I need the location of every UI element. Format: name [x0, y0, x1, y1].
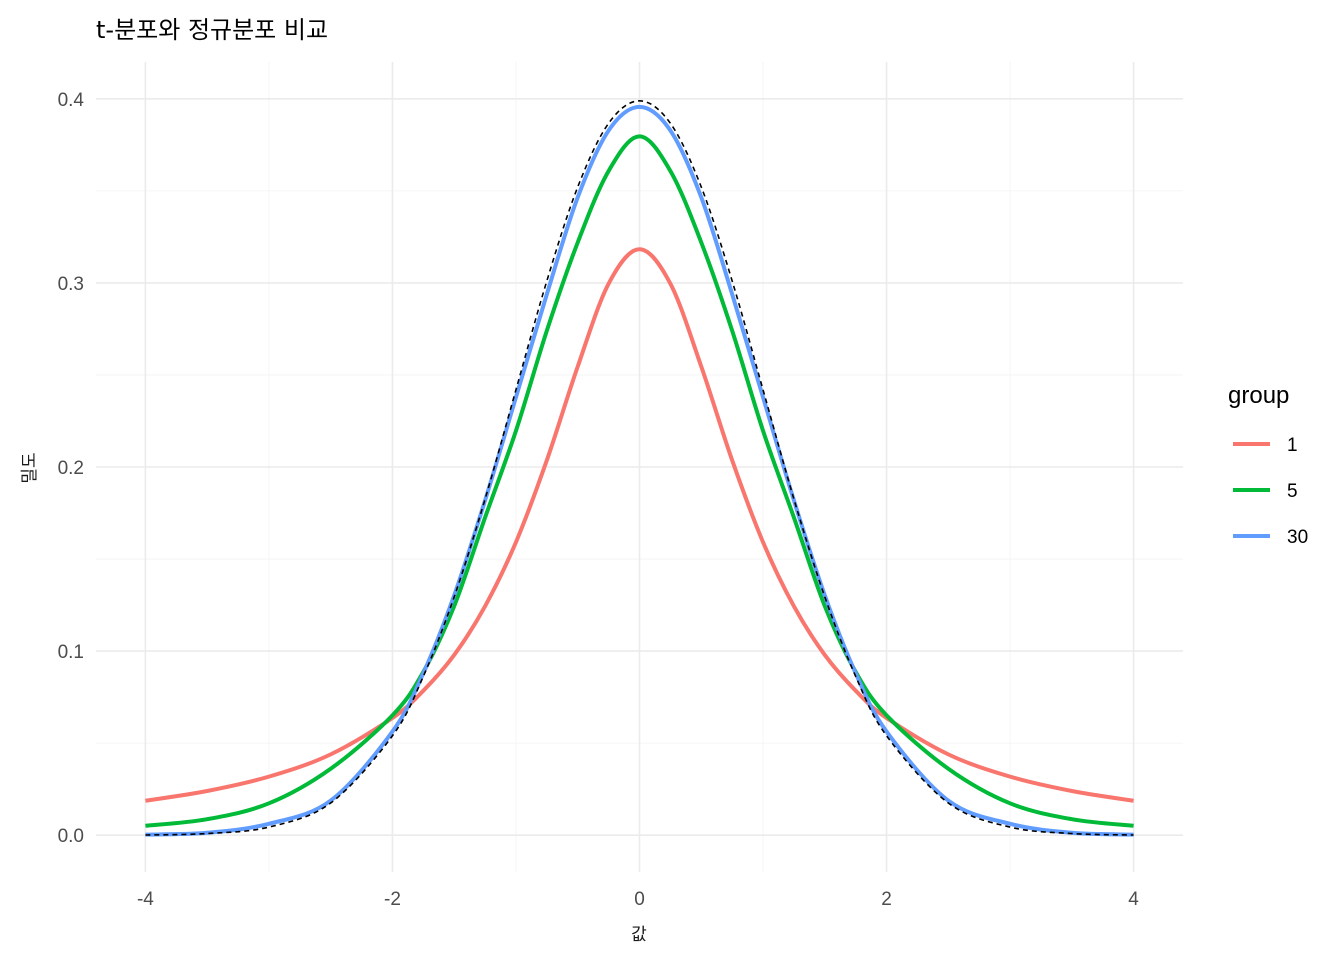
y-tick-label: 0.2	[58, 458, 84, 479]
y-tick-label: 0.0	[58, 826, 84, 847]
x-tick-label: -4	[137, 889, 154, 910]
y-axis-title: 밀도	[20, 452, 40, 483]
chart-title: t-분포와 정규분포 비교	[96, 16, 328, 44]
series-group	[145, 100, 1134, 837]
x-tick-label: 0	[634, 889, 645, 910]
y-tick-label: 0.4	[58, 90, 85, 111]
y-tick-label: 0.3	[58, 274, 84, 295]
y-tick-label: 0.1	[58, 642, 84, 663]
series-line-30	[145, 104, 1134, 837]
x-tick-label: -2	[384, 889, 401, 910]
legend-title: group	[1228, 382, 1289, 409]
normal-reference-line	[145, 100, 1134, 836]
grid	[96, 62, 1183, 872]
series-line-5	[145, 134, 1134, 828]
x-tick-label: 4	[1128, 889, 1139, 910]
legend-label-30: 30	[1287, 527, 1308, 548]
legend-label-5: 5	[1287, 481, 1298, 502]
x-tick-label: 2	[881, 889, 892, 910]
tick-labels: -4 -2 0 2 4 0.0 0.1 0.2 0.3 0.4	[58, 90, 1140, 910]
legend-label-1: 1	[1287, 435, 1298, 456]
x-axis-title: 값	[631, 925, 647, 945]
